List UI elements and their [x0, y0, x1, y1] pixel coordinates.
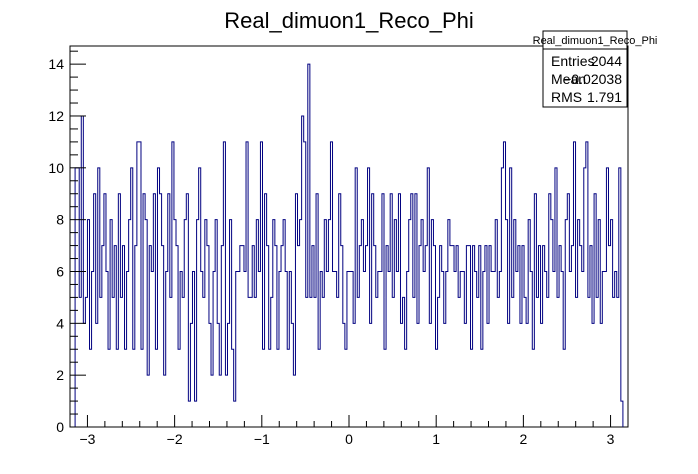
stats-mean-value: −0.02038 [563, 71, 622, 87]
x-tick-label: 0 [345, 431, 353, 447]
stats-rms-value: 1.791 [587, 89, 622, 105]
x-tick-label: 3 [607, 431, 615, 447]
y-tick-label: 10 [48, 160, 64, 176]
y-tick-label: 2 [56, 367, 64, 383]
y-tick-label: 0 [56, 419, 64, 435]
y-tick-label: 12 [48, 108, 64, 124]
y-tick-label: 14 [48, 56, 64, 72]
y-axis: 0 2 4 6 8 10 12 14 [48, 50, 86, 435]
x-tick-label: −2 [167, 431, 183, 447]
y-tick-label: 6 [56, 263, 64, 279]
chart-title: Real_dimuon1_Reco_Phi [224, 8, 474, 33]
y-tick-label: 4 [56, 315, 64, 331]
stats-entries-value: 2044 [591, 53, 622, 69]
x-tick-label: −3 [79, 431, 95, 447]
x-tick-label: 2 [519, 431, 527, 447]
stats-box-frame [542, 30, 628, 108]
stats-box: Real_dimuon1_Reco_Phi Entries 2044 Mean … [533, 30, 658, 108]
stats-mean-label: Mean [551, 71, 586, 87]
stats-title: Real_dimuon1_Reco_Phi [533, 35, 658, 47]
x-axis: −3 −2 −1 0 1 2 3 [69, 415, 629, 447]
x-tick-label: −1 [254, 431, 270, 447]
y-tick-label: 8 [56, 212, 64, 228]
stats-rms-label: RMS [551, 89, 582, 105]
stats-entries-label: Entries [551, 53, 595, 69]
histogram-line [74, 63, 624, 427]
histogram-series [74, 63, 624, 427]
x-tick-label: 1 [432, 431, 440, 447]
